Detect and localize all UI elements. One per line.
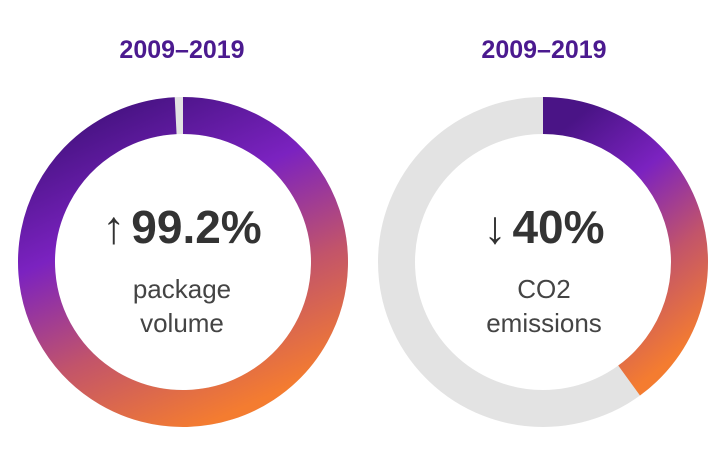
value-label: 99.2%	[131, 201, 262, 253]
value-display: ↓ 40%	[362, 200, 726, 254]
metric-label: CO2 emissions	[362, 272, 726, 340]
value-display: ↑ 99.2%	[0, 200, 364, 254]
donut-panel-package-volume: 2009–2019 ↑ 99.2% package volume	[0, 36, 364, 427]
donut-panel-co2-emissions: 2009–2019 ↓ 40% CO2 emissions	[362, 0, 726, 463]
metric-label-line: volume	[140, 308, 224, 338]
donut-chart	[18, 97, 348, 427]
donut-value-arc	[18, 97, 348, 427]
metric-label-line: emissions	[486, 308, 602, 338]
value-label: 40%	[512, 201, 605, 253]
metric-label-line: package	[132, 274, 232, 304]
arrow-down-icon: ↓	[483, 201, 507, 253]
chart-title: 2009–2019	[481, 36, 607, 64]
chart-title: 2009–2019	[119, 36, 245, 64]
donut-chart	[378, 97, 708, 427]
metric-label: package volume	[0, 272, 364, 340]
metric-label-line: CO2	[517, 274, 571, 304]
arrow-up-icon: ↑	[102, 201, 126, 253]
donut-value-arc	[542, 97, 708, 396]
